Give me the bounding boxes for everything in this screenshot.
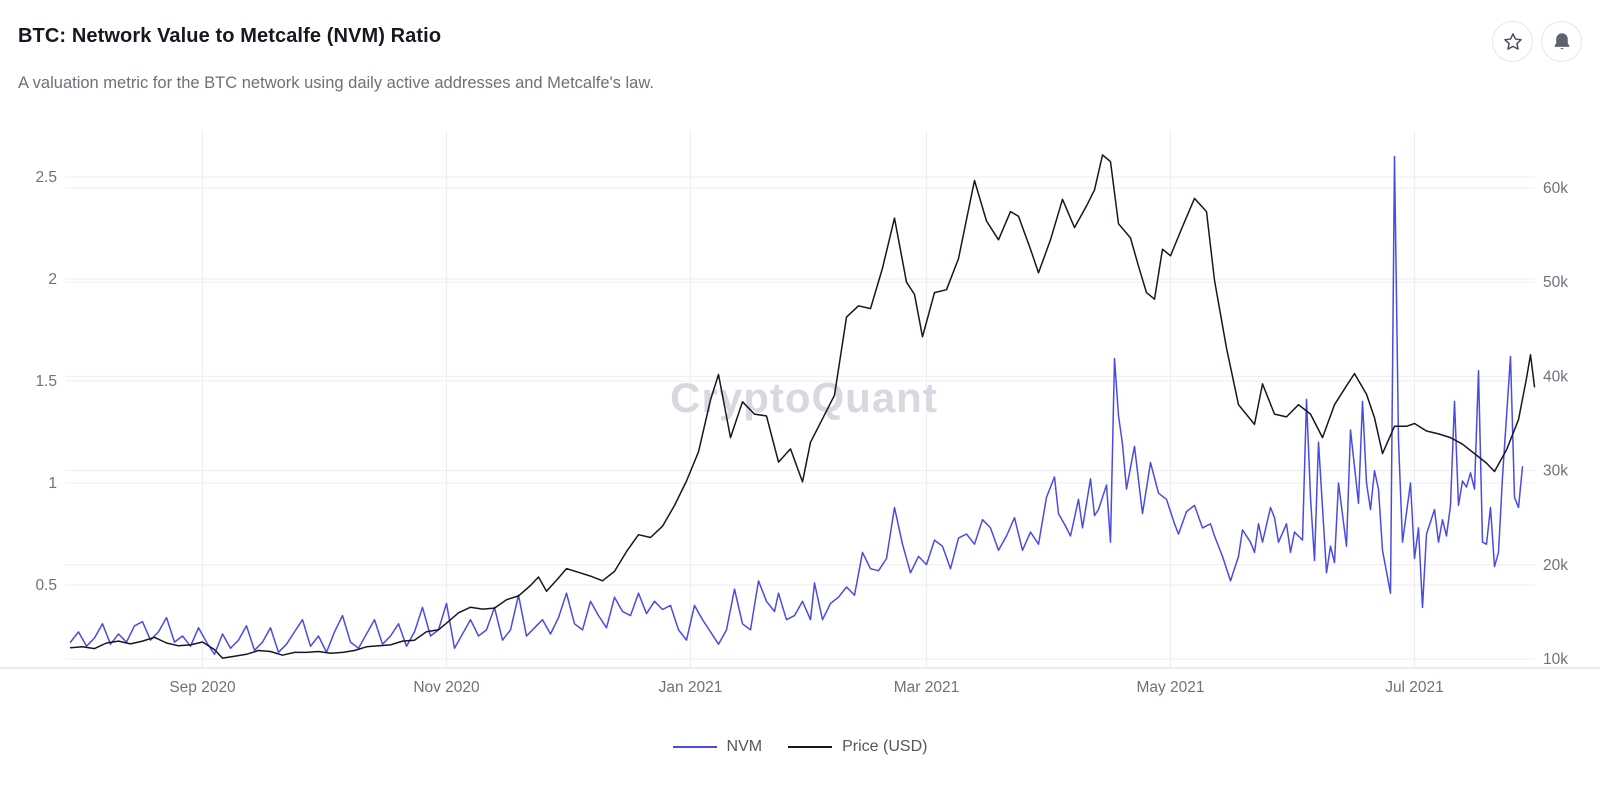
x-axis-tick-label: Jul 2021 — [1385, 679, 1444, 696]
right-axis-tick-label: 50k — [1543, 274, 1568, 291]
bell-icon — [1551, 31, 1573, 53]
cryptoquant-watermark: CryptoQuant — [670, 374, 938, 421]
x-axis-tick-label: May 2021 — [1136, 679, 1204, 696]
chart-legend: NVM Price (USD) — [0, 738, 1600, 756]
header-actions — [1492, 21, 1582, 62]
legend-label: NVM — [726, 738, 763, 755]
page-subtitle: A valuation metric for the BTC network u… — [18, 74, 654, 92]
legend-item-price[interactable]: Price (USD) — [788, 738, 927, 756]
x-axis-tick-label: Mar 2021 — [894, 679, 959, 696]
right-axis-tick-label: 30k — [1543, 463, 1568, 480]
price-line-swatch — [788, 746, 833, 748]
favorite-button[interactable] — [1492, 21, 1533, 62]
page-title: BTC: Network Value to Metcalfe (NVM) Rat… — [18, 25, 442, 47]
legend-item-nvm[interactable]: NVM — [672, 738, 763, 756]
nvm-line-series — [69, 155, 1524, 656]
right-axis-tick-label: 40k — [1543, 368, 1568, 385]
right-axis-tick-label: 10k — [1543, 651, 1568, 668]
x-axis-tick-label: Nov 2020 — [413, 679, 480, 696]
right-axis-tick-label: 20k — [1543, 557, 1568, 574]
nvm-line-swatch — [672, 746, 717, 748]
left-axis-tick-label: 0.5 — [35, 577, 57, 594]
price-line-series — [69, 154, 1536, 659]
x-axis-tick-label: Jan 2021 — [659, 679, 723, 696]
left-axis-tick-label: 2.5 — [35, 169, 57, 186]
left-axis-tick-label: 2 — [48, 271, 57, 288]
left-axis-tick-label: 1 — [48, 475, 57, 492]
star-icon — [1502, 31, 1524, 53]
right-axis-tick-label: 60k — [1543, 180, 1568, 197]
nvm-price-chart-canvas[interactable]: CryptoQuant 2.5 2 1.5 1 0.5 60k 50k 40k 30k 20k 10k… — [0, 0, 1600, 724]
x-axis-tick-label: Sep 2020 — [169, 679, 236, 696]
left-axis-tick-label: 1.5 — [35, 373, 57, 390]
alerts-button[interactable] — [1541, 21, 1582, 62]
legend-label: Price (USD) — [842, 738, 928, 755]
